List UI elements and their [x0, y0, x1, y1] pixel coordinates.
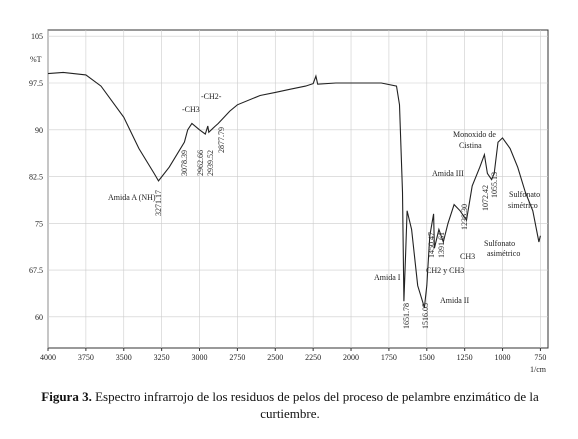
annotation: Monoxido de: [453, 130, 496, 139]
annotation: Sulfonato: [509, 190, 540, 199]
annotation: Amida I: [374, 273, 401, 282]
x-axis-label: 1/cm: [530, 365, 547, 374]
caption: Figura 3. Espectro infrarrojo de los res…: [20, 388, 560, 422]
annotation: 1238.30: [460, 204, 469, 230]
chart: %T 1/cm 105 97.5 90 82.5 75 67.5 60 4000 3750 350…: [29, 29, 549, 374]
annotation: simétrico: [508, 201, 538, 210]
annotation: 1055.13: [490, 172, 499, 198]
x-tick-label: 2750: [229, 353, 245, 362]
x-tick-label: 2500: [267, 353, 283, 362]
annotation: Sulfonato: [484, 239, 515, 248]
annotation: 3271.17: [154, 190, 163, 216]
y-tick-label: 75: [35, 219, 43, 228]
annotation: 2877.79: [217, 127, 226, 153]
annotation: -CH2-: [201, 92, 222, 101]
y-tick-label: 82.5: [29, 173, 43, 182]
x-tick-label: 2250: [305, 353, 321, 362]
x-tick-label: 2000: [343, 353, 359, 362]
annotation: 2939.52: [206, 150, 215, 176]
x-tick-label: 3750: [78, 353, 94, 362]
y-tick-label: 105: [31, 32, 43, 41]
annotation: Amida II: [440, 296, 469, 305]
x-tick-label: 4000: [40, 353, 56, 362]
x-tick-label: 1500: [419, 353, 435, 362]
annotation: Amida A (NH): [108, 193, 156, 202]
plot-frame: [47, 29, 549, 349]
y-tick-label: 90: [35, 126, 43, 135]
annotation: CH2 y CH3: [426, 266, 464, 275]
x-tick-label: 3000: [192, 353, 208, 362]
x-tick-label: 1000: [495, 353, 511, 362]
x-tick-label: 1750: [381, 353, 397, 362]
y-tick-label: 67.5: [29, 266, 43, 275]
y-axis-label: %T: [30, 55, 42, 64]
annotation: CH3: [460, 252, 475, 261]
annotation: 1450.47: [427, 232, 436, 258]
x-tick-label: 750: [534, 353, 546, 362]
spectrum-line: [47, 71, 541, 308]
caption-label: Figura 3.: [41, 389, 92, 404]
annotation: 1651.78: [402, 303, 411, 329]
annotation: 1516.05: [421, 303, 430, 329]
x-tick-label: 1250: [457, 353, 473, 362]
annotation: 2962.66: [196, 150, 205, 176]
annotation: 3078.39: [180, 150, 189, 176]
y-tick-label: 60: [35, 313, 43, 322]
annotation: 1391.61: [437, 232, 446, 258]
annotation: Cistina: [459, 141, 482, 150]
caption-text: Espectro infrarrojo de los residuos de p…: [95, 389, 539, 421]
annotation: -CH3: [182, 105, 200, 114]
annotation: asimétrico: [487, 249, 520, 258]
x-tick-label: 3500: [116, 353, 132, 362]
y-tick-label: 97.5: [29, 79, 43, 88]
annotation: Amida III: [432, 169, 464, 178]
x-tick-label: 3250: [154, 353, 170, 362]
annotation: 1072.42: [481, 185, 490, 211]
